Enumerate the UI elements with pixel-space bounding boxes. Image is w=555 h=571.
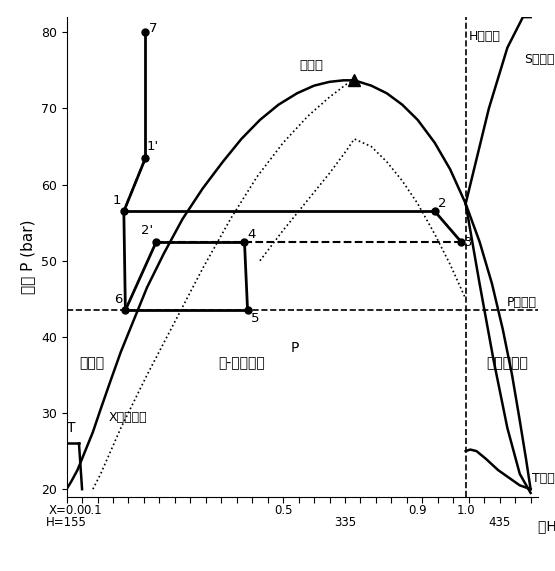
Text: 焓H (kJ/kg): 焓H (kJ/kg)	[538, 520, 555, 534]
Text: 6: 6	[114, 292, 122, 305]
Text: 3: 3	[464, 235, 473, 248]
Text: T等温线: T等温线	[532, 472, 555, 485]
Text: 0.9: 0.9	[408, 504, 427, 517]
Text: T: T	[67, 421, 75, 435]
Text: H等焓线: H等焓线	[469, 30, 501, 43]
Text: H=155: H=155	[46, 516, 87, 529]
Text: X=0.0: X=0.0	[48, 504, 85, 517]
Text: 4: 4	[248, 228, 256, 241]
Text: P等压线: P等压线	[507, 296, 537, 309]
Text: 335: 335	[334, 516, 356, 529]
Text: 7: 7	[149, 22, 157, 35]
Text: 液体区: 液体区	[79, 356, 104, 371]
Text: 2': 2'	[141, 224, 153, 237]
Y-axis label: 压力 P (bar): 压力 P (bar)	[21, 220, 36, 294]
Text: 435: 435	[488, 516, 511, 529]
Text: 5: 5	[251, 312, 259, 325]
Text: P: P	[291, 341, 299, 355]
Text: 过热气体区: 过热气体区	[487, 356, 528, 371]
Text: 1.0: 1.0	[456, 504, 475, 517]
Text: 2: 2	[438, 198, 446, 211]
Text: 1: 1	[112, 194, 121, 207]
Text: 1': 1'	[147, 140, 159, 154]
Text: 0.1: 0.1	[84, 504, 102, 517]
Text: X等干度线: X等干度线	[108, 411, 147, 424]
Text: 临界点: 临界点	[299, 59, 323, 72]
Text: 汽-液混合区: 汽-液混合区	[218, 356, 265, 371]
Text: S等熵线: S等熵线	[524, 53, 555, 66]
Text: 0.5: 0.5	[274, 504, 292, 517]
